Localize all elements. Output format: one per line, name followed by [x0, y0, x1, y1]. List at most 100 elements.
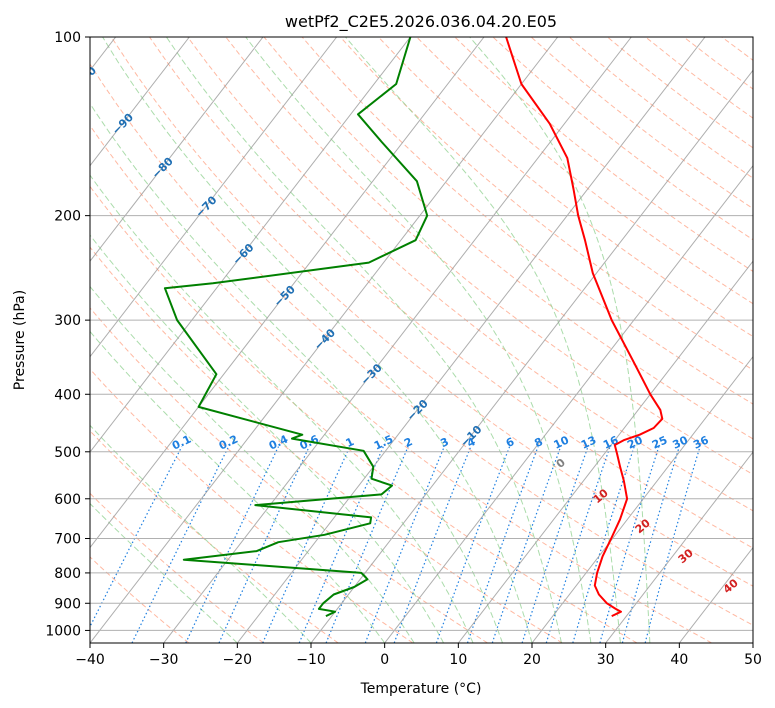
mixing-ratio-line	[621, 446, 680, 643]
dry-adiabat-line	[90, 246, 563, 643]
mixing-ratio-line	[466, 446, 539, 643]
mixing-ratio-label: 36	[691, 433, 711, 451]
isotherm-line	[163, 37, 632, 643]
x-tick-label: 0	[380, 652, 389, 668]
mixing-ratio-line	[545, 446, 611, 643]
moist-adiabat-line	[90, 424, 312, 643]
moist-adiabat-line	[90, 330, 386, 643]
y-axis-title: Pressure (hPa)	[12, 290, 28, 390]
x-tick-label: −20	[223, 652, 253, 668]
plot-frame	[89, 36, 754, 644]
dewpoint-line	[163, 37, 429, 618]
isotherm-line	[90, 37, 190, 167]
dry-adiabat-line	[263, 37, 753, 440]
x-tick-label: −40	[75, 652, 105, 668]
moist-adiabat-line	[90, 174, 474, 643]
mixing-ratio-label: 2	[402, 435, 414, 450]
dry-adiabat-line	[110, 37, 753, 587]
pressure-gridlines	[90, 37, 753, 631]
isotherm-line	[384, 164, 753, 643]
y-tick-label: 500	[54, 445, 81, 461]
mixing-ratio-line	[521, 446, 589, 643]
mixing-ratio-label: 1.5	[372, 433, 395, 453]
y-tick-label: 100	[54, 30, 81, 46]
mixing-ratio-line	[364, 446, 445, 643]
mixing-ratio-line	[435, 446, 511, 643]
isotherm-line	[531, 355, 753, 643]
mixing-ratio-label: 10	[552, 433, 572, 451]
isotherm-label: −30	[358, 361, 385, 388]
dry-adiabat-line	[454, 37, 753, 272]
temperature-line	[505, 37, 664, 618]
moist-adiabat-line	[245, 37, 592, 643]
dry-adiabat-line	[492, 37, 753, 241]
dry-adiabats	[90, 37, 775, 643]
moist-adiabat-line	[102, 37, 533, 643]
dry-adiabat-line	[90, 492, 264, 643]
profile-series	[163, 37, 664, 618]
isotherm-line	[90, 37, 338, 358]
mixing-ratio-label: 13	[579, 433, 598, 451]
y-tick-label: 400	[54, 387, 81, 403]
mixing-ratio-label: 0.2	[217, 433, 240, 453]
isotherm-line	[236, 37, 706, 643]
moist-adiabat-label: 40	[721, 576, 741, 596]
isotherm-label: −90	[110, 111, 137, 138]
isotherm-line	[678, 546, 753, 643]
isotherm-line	[90, 37, 411, 453]
dry-adiabat-line	[90, 556, 190, 643]
dry-adiabat-line	[645, 37, 753, 119]
mixing-ratio-line	[572, 446, 635, 643]
plot-area: 0.1 0.2 0.4 0.6 1 1.5 2 3 4 6 8 10 13 16 20 25 30 36−100−…	[67, 37, 775, 643]
x-tick-label: 50	[744, 652, 762, 668]
dry-adiabat-line	[760, 37, 775, 643]
mixing-ratio-line	[90, 446, 183, 628]
moist-adiabat-label: 0	[554, 456, 568, 471]
mixing-ratio-line	[491, 446, 562, 643]
moist-adiabat-line	[469, 37, 651, 643]
mixing-ratio-line	[325, 446, 409, 643]
isotherm-label: −40	[312, 326, 339, 353]
mixing-ratio-line	[262, 446, 351, 643]
isotherm-line	[605, 451, 753, 643]
x-axis-title: Temperature (°C)	[360, 681, 482, 697]
moist-adiabat-label: 10	[591, 486, 611, 506]
x-tick-label: 20	[523, 652, 541, 668]
dry-adiabat-line	[90, 368, 414, 643]
isotherm-line	[752, 642, 753, 643]
isotherm-line	[457, 260, 753, 643]
x-axis: −40 −30 −20 −10 0 10 20 30 40 50	[75, 643, 762, 668]
dry-adiabat-line	[225, 37, 753, 476]
isotherm-label: −20	[404, 397, 431, 424]
mixing-ratio-label: 0.4	[267, 432, 290, 452]
dry-adiabat-line	[721, 37, 753, 61]
dry-adiabat-line	[530, 37, 753, 210]
x-tick-label: −30	[149, 652, 179, 668]
mixing-ratio-line	[599, 446, 660, 643]
x-tick-label: 10	[449, 652, 467, 668]
isotherm-label: −50	[271, 283, 298, 310]
mixing-ratio-label: 0.1	[170, 433, 193, 453]
isotherm-label: −100	[67, 64, 99, 96]
y-tick-label: 200	[54, 209, 81, 225]
moist-adiabat-line	[165, 37, 562, 643]
isotherm-line	[90, 37, 485, 549]
isotherms	[90, 37, 753, 643]
y-axis: 100 200 300 400 500 600 700 800 900 1000	[45, 30, 90, 639]
moist-adiabat-line	[90, 102, 503, 643]
dry-adiabat-line	[90, 63, 753, 626]
dry-adiabat-line	[568, 37, 753, 179]
mixing-ratio-label: 6	[504, 435, 517, 450]
isotherm-line	[310, 69, 753, 643]
moist-adiabat-line	[90, 234, 445, 643]
dry-adiabat-line	[378, 37, 753, 338]
y-tick-label: 600	[54, 492, 81, 508]
x-tick-label: −10	[296, 652, 326, 668]
y-tick-label: 800	[54, 566, 81, 582]
dry-adiabat-line	[90, 307, 488, 643]
mixing-ratio-line	[644, 446, 701, 643]
mixing-ratio-line	[131, 446, 230, 643]
x-tick-label: 30	[597, 652, 615, 668]
isotherm-line	[90, 37, 559, 643]
